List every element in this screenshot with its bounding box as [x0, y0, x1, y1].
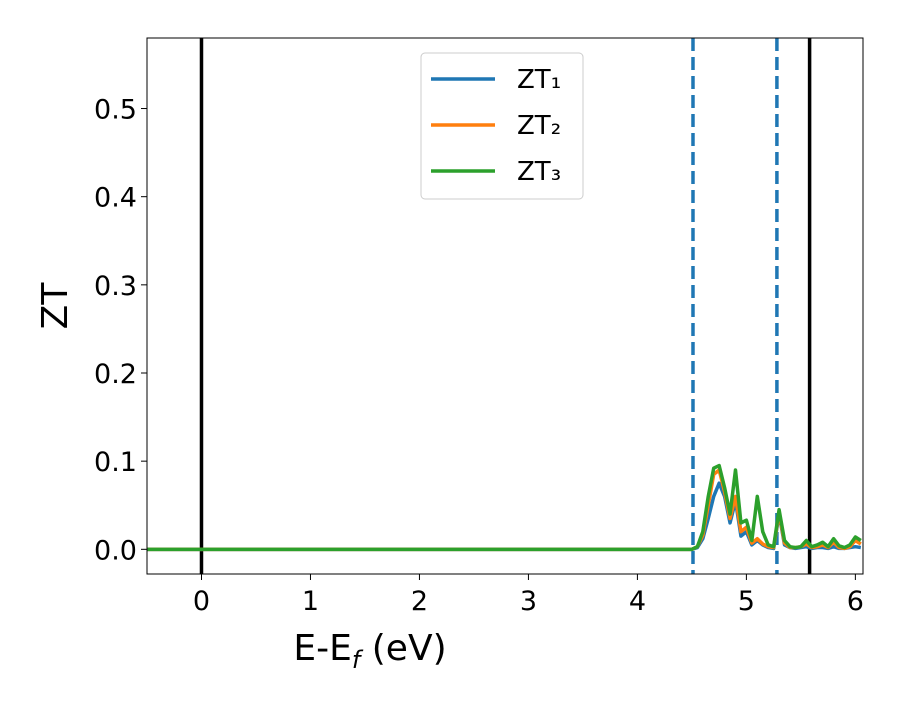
y-tick-label: 0.2: [94, 359, 137, 390]
x-tick-label: 2: [411, 586, 428, 617]
x-tick-label: 6: [847, 586, 864, 617]
x-tick-label: 1: [302, 586, 319, 617]
y-tick-label: 0.4: [94, 183, 137, 214]
axes-frame: [146, 37, 864, 575]
y-tick-label: 0.5: [94, 95, 137, 126]
legend-label: ZT₃: [517, 157, 561, 187]
x-axis-label: E-Ef (eV): [293, 628, 446, 674]
y-axis-label: ZT: [35, 282, 76, 330]
x-label-rest: (eV): [360, 628, 446, 669]
y-tick-label: 0.1: [94, 447, 137, 478]
x-tick-label: 3: [520, 586, 537, 617]
y-tick-label: 0.3: [94, 271, 137, 302]
legend: ZT₁ ZT₂ ZT₃: [420, 52, 584, 200]
x-tick-label: 4: [629, 586, 646, 617]
legend-box: [420, 52, 584, 200]
x-tick-label: 0: [193, 586, 210, 617]
legend-label: ZT₂: [517, 111, 561, 141]
series-line: [147, 463, 862, 552]
legend-label: ZT₁: [517, 65, 561, 95]
plot-area: [147, 38, 862, 574]
x-label-main: E-E: [293, 628, 351, 669]
x-tick-label: 5: [738, 586, 755, 617]
y-tick-label: 0.0: [94, 535, 137, 566]
